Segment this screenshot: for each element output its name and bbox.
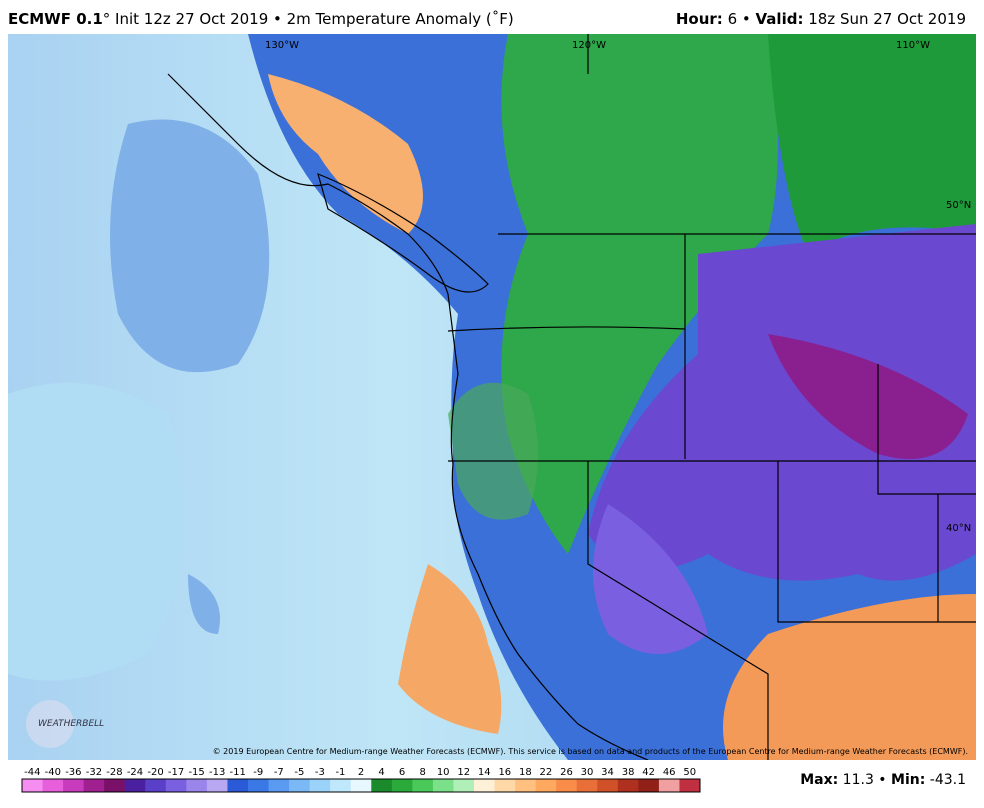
colorbar-swatch (22, 779, 44, 792)
colorbar-label: -24 (127, 767, 143, 778)
colorbar-label: -44 (24, 767, 40, 778)
valid-label: Valid: (755, 10, 804, 28)
colorbar: -44 -40 -36 -32 -28 -24 -20 -17 -15 -13 -11 -9 -7 -5-… (21, 767, 701, 793)
copyright: © 2019 European Centre for Medium-range … (213, 747, 968, 756)
colorbar-swatch (268, 779, 290, 792)
colorbar-swatch (371, 779, 393, 792)
colorbar-swatch (145, 779, 167, 792)
colorbar-label: -3 (315, 767, 325, 778)
colorbar-label: -15 (188, 767, 204, 778)
colorbar-label: 12 (457, 767, 470, 778)
colorbar-swatch (391, 779, 413, 792)
logo-icon (26, 700, 74, 748)
lon-label: 120°W (572, 40, 606, 51)
colorbar-label: -40 (45, 767, 61, 778)
max-min: Max: 11.3 • Min: -43.1 (800, 772, 966, 788)
colorbar-swatch (350, 779, 372, 792)
max-label: Max: (800, 772, 839, 788)
colorbar-label: 42 (642, 767, 655, 778)
lon-label: 110°W (896, 40, 930, 51)
colorbar-swatch (494, 779, 516, 792)
colorbar-label: 50 (683, 767, 696, 778)
colorbar-swatch (330, 779, 352, 792)
colorbar-label: 38 (622, 767, 635, 778)
model: ECMWF 0.1 (8, 10, 103, 28)
colorbar-label: -11 (230, 767, 246, 778)
colorbar-frame (21, 778, 701, 793)
colorbar-label: -36 (65, 767, 81, 778)
colorbar-label: 2 (358, 767, 364, 778)
colorbar-swatch (474, 779, 496, 792)
colorbar-swatch (63, 779, 85, 792)
colorbar-swatch (309, 779, 331, 792)
lat-label: 50°N (946, 200, 971, 211)
colorbar-swatch (186, 779, 208, 792)
max: 11.3 • (838, 772, 892, 788)
lon-label: 130°W (265, 40, 299, 51)
min: -43.1 (925, 772, 966, 788)
hour-label: Hour: (675, 10, 723, 28)
valid-time: Hour: 6 • Valid: 18z Sun 27 Oct 2019 (676, 10, 966, 28)
title: ECMWF 0.1° Init 12z 27 Oct 2019 • 2m Tem… (8, 10, 514, 28)
colorbar-label: 22 (540, 767, 553, 778)
colorbar-label: -20 (147, 767, 163, 778)
colorbar-swatch (42, 779, 64, 792)
min-label: Min: (891, 772, 926, 788)
logo: WEATHERBELL (38, 719, 104, 729)
colorbar-swatch (515, 779, 537, 792)
colorbar-label: 14 (478, 767, 491, 778)
map: 130°W 120°W 110°W 50°N 40°N WEATHERBELL … (8, 34, 976, 760)
colorbar-swatch (535, 779, 557, 792)
colorbar-swatch (206, 779, 228, 792)
lat-label: 40°N (946, 523, 971, 534)
colorbar-swatch (124, 779, 146, 792)
colorbar-swatch (83, 779, 105, 792)
colorbar-swatch (617, 779, 639, 792)
colorbar-swatch (165, 779, 187, 792)
colorbar-label: -13 (209, 767, 225, 778)
colorbar-label: 10 (437, 767, 450, 778)
colorbar-label: 26 (560, 767, 573, 778)
colorbar-swatch (104, 779, 126, 792)
hour: 6 • (722, 10, 756, 28)
run: ° Init 12z 27 Oct 2019 • 2m Temperature … (102, 10, 514, 28)
colorbar-label: 30 (581, 767, 594, 778)
colorbar-label: -32 (86, 767, 102, 778)
colorbar-label: 16 (498, 767, 511, 778)
colorbar-swatch (227, 779, 249, 792)
colorbar-label: -9 (253, 767, 263, 778)
valid: 18z Sun 27 Oct 2019 (803, 10, 966, 28)
colorbar-label: 18 (519, 767, 532, 778)
colorbar-swatch (658, 779, 680, 792)
colorbar-swatch (248, 779, 270, 792)
colorbar-label: -7 (274, 767, 284, 778)
colorbar-swatch (556, 779, 578, 792)
colorbar-swatch (432, 779, 454, 792)
colorbar-label: -5 (294, 767, 304, 778)
colorbar-label: -1 (335, 767, 345, 778)
colorbar-label: 4 (378, 767, 384, 778)
colorbar-label: 34 (601, 767, 614, 778)
colorbar-label: 8 (419, 767, 425, 778)
colorbar-swatch (597, 779, 619, 792)
colorbar-label: 6 (399, 767, 405, 778)
colorbar-swatch (679, 779, 701, 792)
colorbar-swatch (638, 779, 660, 792)
colorbar-label: 46 (663, 767, 676, 778)
colorbar-label: -28 (106, 767, 122, 778)
colorbar-swatch (453, 779, 475, 792)
colorbar-swatch (576, 779, 598, 792)
colorbar-swatch (289, 779, 311, 792)
colorbar-swatch (412, 779, 434, 792)
colorbar-label: -17 (168, 767, 184, 778)
